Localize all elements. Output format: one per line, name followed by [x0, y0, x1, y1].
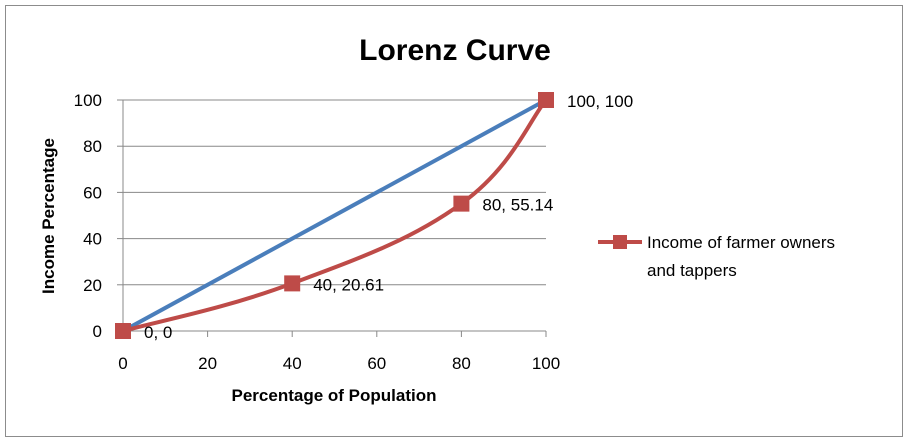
axes: 0 20 40 60 80 100 0 20 40 60 80 100: [74, 91, 561, 373]
y-tick-label: 0: [93, 322, 102, 341]
y-axis-title: Income Percentage: [39, 138, 58, 294]
legend-label-line-1: Income of farmer owners: [647, 233, 835, 252]
y-tick-label: 40: [83, 230, 102, 249]
series: [115, 92, 554, 339]
data-label: 100, 100: [567, 92, 633, 111]
y-tick-label: 20: [83, 276, 102, 295]
x-tick-label: 60: [367, 354, 386, 373]
y-tick-label: 60: [83, 183, 102, 202]
x-tick-label: 100: [532, 354, 560, 373]
data-label: 80, 55.14: [482, 196, 553, 215]
data-labels: 0, 0 40, 20.61 80, 55.14 100, 100: [144, 92, 633, 342]
legend-label-line-2: and tappers: [647, 261, 737, 280]
legend: Income of farmer owners and tappers: [598, 233, 835, 280]
x-tick-label: 20: [198, 354, 217, 373]
data-point-marker: [284, 275, 301, 292]
x-tick-label: 0: [118, 354, 127, 373]
legend-marker: [613, 235, 627, 249]
data-point-marker: [453, 195, 470, 212]
gridlines: [123, 99, 546, 286]
y-tick-label: 100: [74, 91, 102, 110]
data-point-marker: [115, 323, 131, 339]
equality-line: [122, 98, 547, 333]
data-label: 40, 20.61: [313, 275, 384, 294]
data-label: 0, 0: [144, 323, 172, 342]
x-axis-title: Percentage of Population: [232, 386, 437, 405]
x-tick-label: 40: [283, 354, 302, 373]
y-tick-label: 80: [83, 137, 102, 156]
chart-title: Lorenz Curve: [359, 34, 551, 67]
chart-frame: [5, 5, 903, 437]
data-point-marker: [538, 92, 554, 108]
x-tick-label: 80: [452, 354, 471, 373]
lorenz-curve-line: [122, 98, 548, 333]
